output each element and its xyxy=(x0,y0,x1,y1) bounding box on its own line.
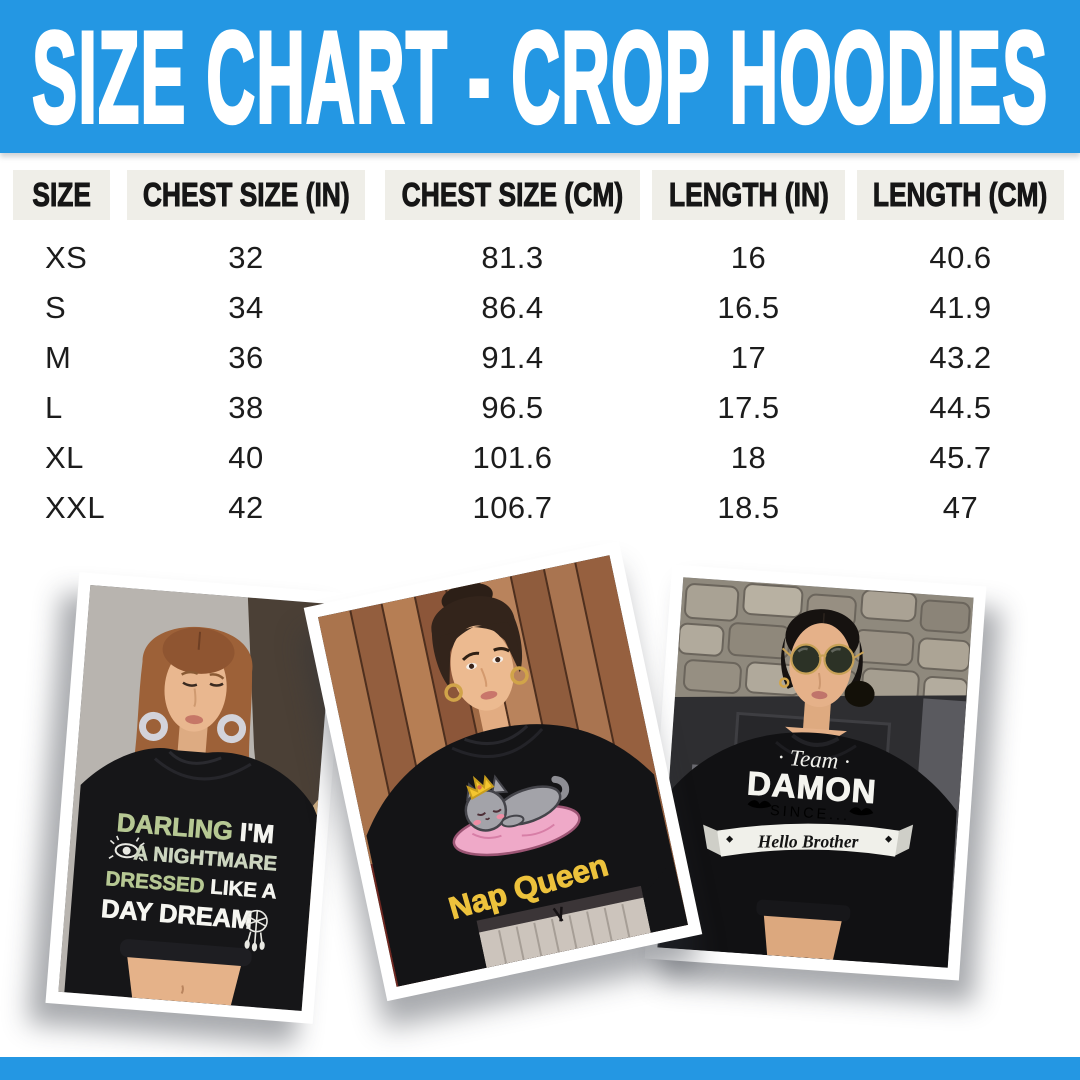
dreamcatcher-icon xyxy=(244,909,268,952)
nap-queen-cat-graphic xyxy=(452,774,581,857)
header-length-in: LENGTH (IN) xyxy=(652,170,845,220)
header-size: SIZE xyxy=(13,170,110,220)
svg-text:SINCE...: SINCE... xyxy=(769,803,850,825)
hoop-earring-icon xyxy=(138,711,168,741)
svg-text:· Team ·: · Team · xyxy=(777,744,851,774)
header-chest-in: CHEST SIZE (IN) xyxy=(127,170,365,220)
round-sunglasses-icon xyxy=(781,643,865,675)
table-row: XL 40 101.6 18 45.7 xyxy=(45,440,992,475)
table-row: L 38 96.5 17.5 44.5 xyxy=(45,390,992,425)
gold-hoop-earring-icon xyxy=(510,666,529,685)
product-photo-team-damon: · Team · DAMON SINCE... Hello Brother xyxy=(644,564,987,981)
header-length-cm: LENGTH (CM) xyxy=(857,170,1064,220)
ribbon-banner: Hello Brother xyxy=(703,823,914,857)
hair xyxy=(431,596,523,688)
table-row: S 34 86.4 16.5 41.9 xyxy=(45,290,992,325)
crow-icon xyxy=(849,807,874,816)
crop-hoodie xyxy=(659,732,957,968)
photo-scene-1: DARLING I'M A NIGHTMARE DRESSED LIKE A DAY… xyxy=(58,585,334,1011)
header-chest-cm: CHEST SIZE (CM) xyxy=(385,170,640,220)
product-photo-nap-queen: Nap Queen xyxy=(303,540,703,1002)
page-title: SIZE CHART - CROP HOODIES xyxy=(31,3,1049,150)
title-banner: SIZE CHART - CROP HOODIES xyxy=(0,0,1080,153)
size-table: SIZE CHEST SIZE (IN) CHEST SIZE (CM) LEN… xyxy=(0,170,1080,533)
table-body: XS 32 81.3 16 40.6 S 34 86.4 16.5 41.9 M… xyxy=(0,233,1080,533)
hair-bun xyxy=(844,680,875,707)
hoodie-print-team-damon: · Team · DAMON SINCE... Hello Brother xyxy=(703,744,914,857)
crow-icon xyxy=(747,800,772,809)
gold-hoop-earring-icon xyxy=(444,683,463,702)
svg-text:Hello Brother: Hello Brother xyxy=(757,832,859,852)
table-row: M 36 91.4 17 43.2 xyxy=(45,340,992,375)
gold-earring-icon xyxy=(778,677,790,688)
photo-scene-2: Nap Queen xyxy=(317,555,689,987)
photo-scene-3: · Team · DAMON SINCE... Hello Brother xyxy=(657,577,974,968)
table-row: XXL 42 106.7 18.5 47 xyxy=(45,490,979,525)
crown-icon xyxy=(466,774,495,800)
hoop-earring-icon xyxy=(217,714,247,744)
product-photo-darling-daydream: DARLING I'M A NIGHTMARE DRESSED LIKE A DAY… xyxy=(45,572,347,1024)
footer-stripe xyxy=(0,1057,1080,1080)
eye-icon xyxy=(108,835,145,862)
table-header-row: SIZE CHEST SIZE (IN) CHEST SIZE (CM) LEN… xyxy=(0,170,1080,220)
table-row: XS 32 81.3 16 40.6 xyxy=(45,240,992,275)
